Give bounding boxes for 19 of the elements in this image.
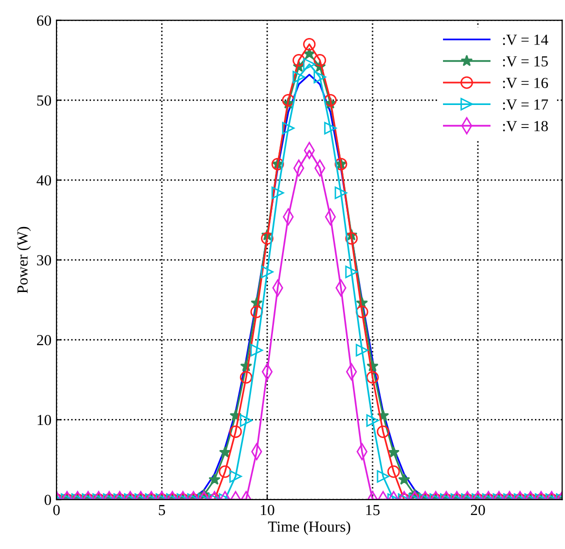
legend-label: :V = 15 — [503, 56, 548, 67]
y-tick-label: 0 — [44, 494, 52, 506]
x-tick-label: 0 — [53, 504, 60, 516]
y-axis-title: Power (W) — [16, 226, 31, 294]
y-tick-label: 10 — [38, 414, 52, 426]
x-tick-label: 5 — [158, 505, 166, 516]
y-tick-label: 50 — [37, 95, 52, 106]
y-tick-label: 40 — [36, 175, 52, 186]
x-tick-label: 15 — [366, 504, 380, 516]
legend-label: :V = 17 — [503, 99, 548, 110]
legend-label: :V = 16 — [503, 78, 548, 88]
legend-label: :V = 18 — [503, 120, 548, 132]
x-tick-label: 20 — [470, 504, 485, 516]
y-tick-label: 20 — [37, 334, 52, 346]
x-axis-title: Time (Hours) — [268, 521, 350, 535]
y-tick-label: 60 — [37, 15, 52, 26]
legend-label: :V = 14 — [503, 34, 548, 45]
y-tick-label: 30 — [37, 255, 52, 266]
x-tick-label: 10 — [260, 504, 274, 516]
